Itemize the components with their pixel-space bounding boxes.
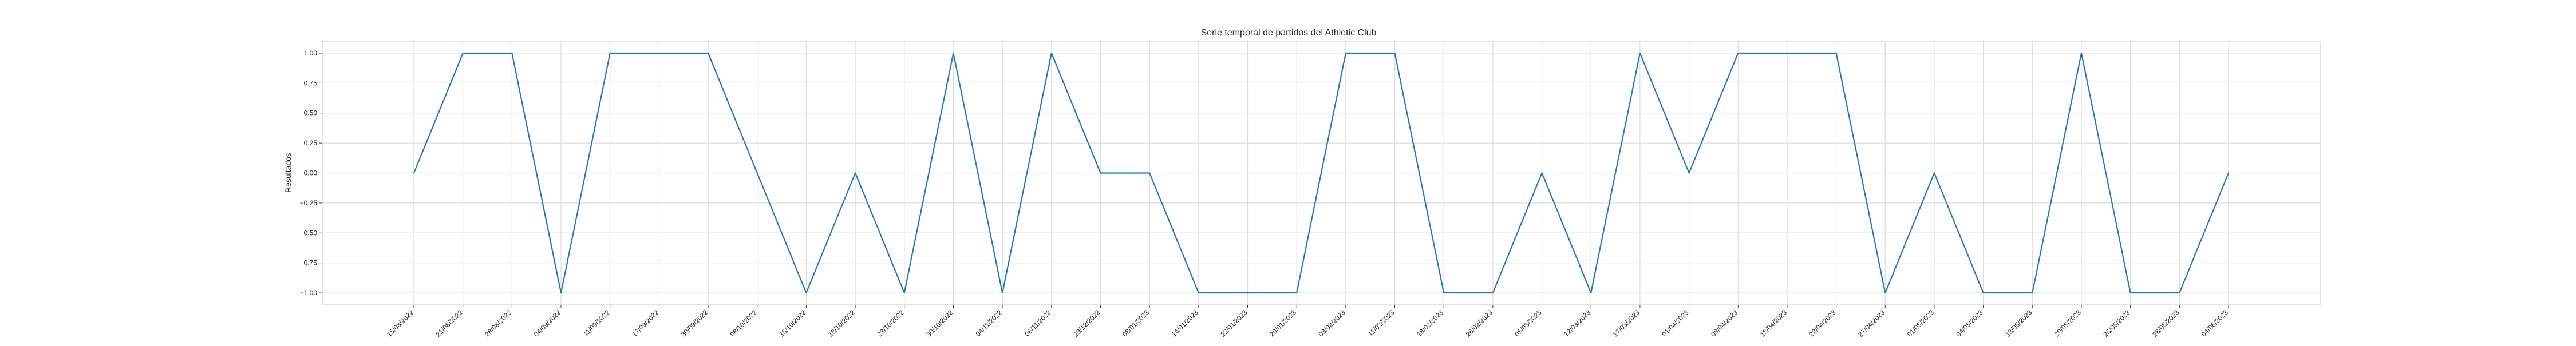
- x-tick-label: 01/04/2023: [1660, 308, 1690, 339]
- x-tick-label: 30/10/2022: [924, 308, 955, 339]
- x-tick-label: 27/04/2023: [1856, 308, 1887, 339]
- x-tick-label: 30/09/2022: [679, 308, 710, 339]
- x-tick-label: 12/03/2023: [1562, 308, 1593, 339]
- y-tick-label: 0.75: [304, 79, 318, 87]
- x-tick-label: 26/02/2023: [1464, 308, 1495, 339]
- x-tick-label: 08/01/2023: [1121, 308, 1151, 339]
- x-tick-label: 08/10/2022: [728, 308, 758, 339]
- y-tick-label: −1.00: [300, 289, 318, 297]
- x-tick-label: 04/05/2023: [1954, 308, 1985, 339]
- x-tick-label: 15/08/2022: [385, 308, 416, 339]
- x-tick-label: 05/03/2023: [1513, 308, 1543, 339]
- x-tick-label: 21/08/2022: [434, 308, 464, 339]
- x-tick-label: 17/09/2022: [630, 308, 661, 339]
- axis-layer: [319, 53, 2229, 308]
- x-tick-label: 01/05/2023: [1906, 308, 1936, 339]
- y-tick-label: 0.25: [304, 139, 318, 147]
- x-tick-label: 04/06/2023: [2200, 308, 2230, 339]
- x-tick-label: 04/09/2022: [532, 308, 563, 339]
- label-layer: −1.00 −0.75 −0.50 −0.25 0.00 0.25 0.50 0.75 1.00…: [300, 49, 2230, 339]
- x-tick-label: 29/12/2022: [1072, 308, 1102, 339]
- x-tick-label: 03/02/2023: [1317, 308, 1348, 339]
- x-tick-label: 22/01/2023: [1219, 308, 1249, 339]
- x-tick-label: 17/03/2023: [1611, 308, 1642, 339]
- x-tick-label: 28/05/2023: [2151, 308, 2181, 339]
- y-tick-label: 0.00: [304, 169, 318, 177]
- x-tick-label: 23/10/2022: [876, 308, 906, 339]
- y-tick-label: 1.00: [304, 49, 318, 57]
- y-tick-label: −0.25: [300, 199, 318, 207]
- x-tick-label: 18/02/2023: [1415, 308, 1445, 339]
- x-tick-label: 11/02/2023: [1366, 308, 1396, 338]
- x-tick-label: 28/08/2022: [483, 308, 513, 339]
- x-tick-label: 25/05/2023: [2101, 308, 2132, 339]
- y-tick-label: −0.75: [300, 259, 318, 267]
- x-tick-label: 22/04/2023: [1807, 308, 1838, 339]
- x-tick-label: 08/11/2022: [1023, 308, 1053, 338]
- x-tick-label: 14/01/2023: [1170, 308, 1200, 339]
- y-tick-label: −0.50: [300, 229, 318, 237]
- y-tick-label: 0.50: [304, 109, 318, 117]
- chart-title: Serie temporal de partidos del Athletic …: [1201, 28, 1377, 38]
- x-tick-label: 29/01/2023: [1268, 308, 1298, 339]
- x-tick-label: 20/05/2023: [2053, 308, 2083, 339]
- x-tick-label: 15/04/2023: [1759, 308, 1789, 339]
- x-tick-label: 08/04/2023: [1709, 308, 1740, 339]
- x-tick-label: 13/05/2023: [2004, 308, 2034, 339]
- y-axis-label: Resultados: [283, 153, 293, 193]
- x-tick-label: 15/10/2022: [777, 308, 808, 339]
- x-tick-label: 18/10/2022: [827, 308, 857, 339]
- x-tick-label: 11/09/2022: [582, 308, 611, 338]
- x-tick-label: 04/11/2022: [974, 308, 1003, 338]
